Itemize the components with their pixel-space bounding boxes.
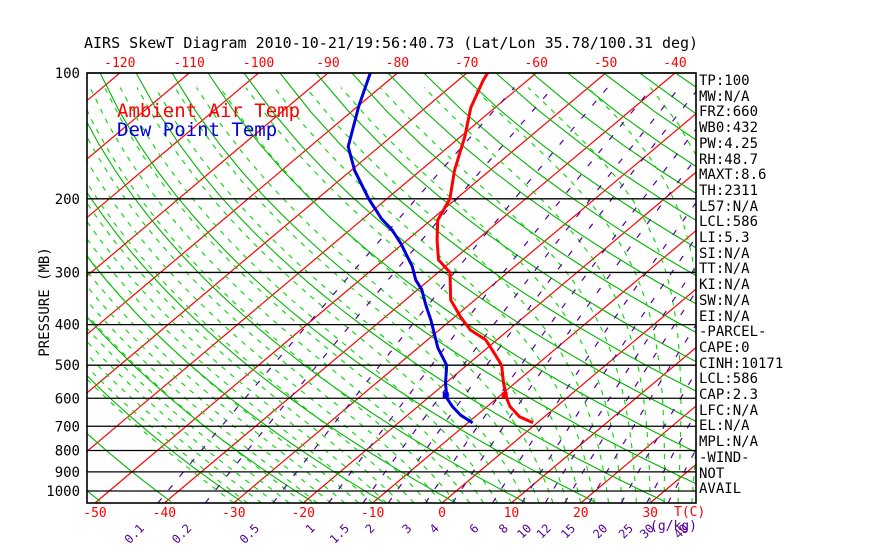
top-temp-labels: -120 -110 -100 -90 -80 -70 -60 -50 -40: [104, 56, 687, 71]
bottom-temp-label: 20: [573, 506, 589, 521]
pressure-axis-label: PRESSURE (MB): [37, 247, 53, 357]
metric-line: -PARCEL-: [699, 324, 767, 341]
metric-line: RH:48.7: [699, 151, 759, 168]
pressure-tick-label: 500: [55, 358, 80, 374]
mixing-ratio-label: 8: [496, 521, 511, 536]
mixing-ratio-label: 6: [467, 521, 482, 536]
metric-line: LCL:586: [699, 214, 759, 231]
metric-line: SW:N/A: [699, 292, 750, 309]
pressure-tick-label: 800: [55, 443, 80, 459]
pressure-tick-label: 300: [55, 265, 80, 281]
mixing-ratio-labels: 0.1 0.2 0.5 1 1.5 2 3 4 6 8 10 12 15 20 25 30 40: [122, 521, 692, 546]
mixing-ratio-label: 10: [514, 521, 534, 541]
mixing-ratio-unit-label: (g/kg): [650, 519, 697, 534]
bottom-temp-label: 0: [438, 506, 446, 521]
top-temp-label: -120: [104, 56, 135, 71]
chart-title: AIRS SkewT Diagram 2010-10-21/19:56:40.7…: [84, 34, 699, 52]
bottom-temp-label: 30: [642, 506, 658, 521]
pressure-tick-label: 1000: [46, 484, 80, 500]
bottom-temp-label: -20: [291, 506, 314, 521]
legend-ambient-air-temp: Ambient Air Temp: [117, 100, 301, 122]
mixing-ratio-label: 12: [534, 521, 554, 541]
moist-adiabat-lines: [87, 87, 696, 503]
top-temp-label: -50: [594, 56, 617, 71]
mixing-ratio-lines: [157, 87, 696, 503]
bottom-temp-labels: -50 -40 -30 -20 -10 0 10 20 30: [83, 506, 658, 521]
metric-line: FRZ:660: [699, 104, 759, 121]
pressure-tick-label: 100: [55, 66, 80, 82]
top-temp-label: -60: [524, 56, 547, 71]
top-temp-label: -110: [174, 56, 205, 71]
metric-line: L57:N/A: [699, 198, 759, 215]
top-temp-label: -100: [243, 56, 274, 71]
metric-line: TH:2311: [699, 182, 759, 199]
metric-line: -WIND-: [699, 449, 750, 466]
metric-line: CAPE:0: [699, 339, 750, 356]
mixing-ratio-label: 20: [590, 521, 610, 541]
mixing-ratio-label: 3: [399, 521, 414, 536]
isotherm-lines: [87, 73, 696, 503]
pressure-tick-label: 400: [55, 318, 80, 334]
pressure-tick-label: 200: [55, 192, 80, 208]
mixing-ratio-label: 1: [303, 521, 318, 536]
metric-line: TP:100: [699, 73, 750, 89]
metric-line: TT:N/A: [699, 261, 750, 278]
lcl-marker: [442, 392, 449, 399]
mixing-ratio-label: 0.2: [169, 521, 194, 546]
metric-line: CINH:10171: [699, 355, 784, 372]
metric-line: WB0:432: [699, 120, 759, 137]
metric-line: MAXT:8.6: [699, 167, 767, 184]
temperature-unit-label: T(C): [674, 505, 706, 520]
metric-line: LCL:586: [699, 371, 759, 388]
mixing-ratio-label: 25: [616, 521, 636, 541]
top-temp-label: -70: [455, 56, 478, 71]
metric-line: EI:N/A: [699, 308, 750, 325]
bottom-temp-label: -10: [361, 506, 384, 521]
pressure-tick-label: 900: [55, 465, 80, 481]
metrics-panel: TP:100 MW:N/A FRZ:660 WB0:432 PW:4.25 RH:48.7…: [699, 73, 784, 498]
top-temp-label: -90: [316, 56, 339, 71]
metric-line: AVAIL: [699, 481, 742, 498]
legend-dew-point-temp: Dew Point Temp: [117, 119, 278, 141]
mixing-ratio-label: 0.5: [237, 521, 262, 546]
bottom-temp-label: -50: [83, 506, 106, 521]
mixing-ratio-label: 4: [427, 521, 442, 536]
mixing-ratio-label: 0.1: [122, 521, 147, 546]
metric-line: MW:N/A: [699, 88, 750, 105]
metric-line: LI:5.3: [699, 230, 750, 247]
metric-line: SI:N/A: [699, 245, 750, 262]
metric-line: PW:4.25: [699, 135, 759, 152]
top-temp-label: -80: [386, 56, 409, 71]
metric-line: CAP:2.3: [699, 387, 759, 404]
dewpoint-profile-line: [346, 73, 474, 425]
metric-line: EL:N/A: [699, 418, 750, 435]
bottom-temp-label: 10: [504, 506, 520, 521]
metric-line: KI:N/A: [699, 277, 750, 294]
lcl-marker: [501, 392, 508, 399]
metric-line: MPL:N/A: [699, 434, 759, 451]
top-temp-label: -40: [663, 56, 686, 71]
bottom-temp-label: -30: [222, 506, 245, 521]
bottom-temp-label: -40: [153, 506, 176, 521]
pressure-lines: 100 200 300 400 500 600 700 800 900 1000: [46, 66, 696, 500]
plot-frame: [86, 72, 697, 504]
pressure-tick-label: 700: [55, 419, 80, 435]
pressure-tick-label: 600: [55, 391, 80, 407]
metric-line: NOT: [699, 465, 725, 482]
metric-line: LFC:N/A: [699, 402, 759, 419]
mixing-ratio-label: 2: [362, 521, 377, 536]
mixing-ratio-label: 1.5: [327, 521, 352, 546]
mixing-ratio-label: 15: [558, 521, 578, 541]
